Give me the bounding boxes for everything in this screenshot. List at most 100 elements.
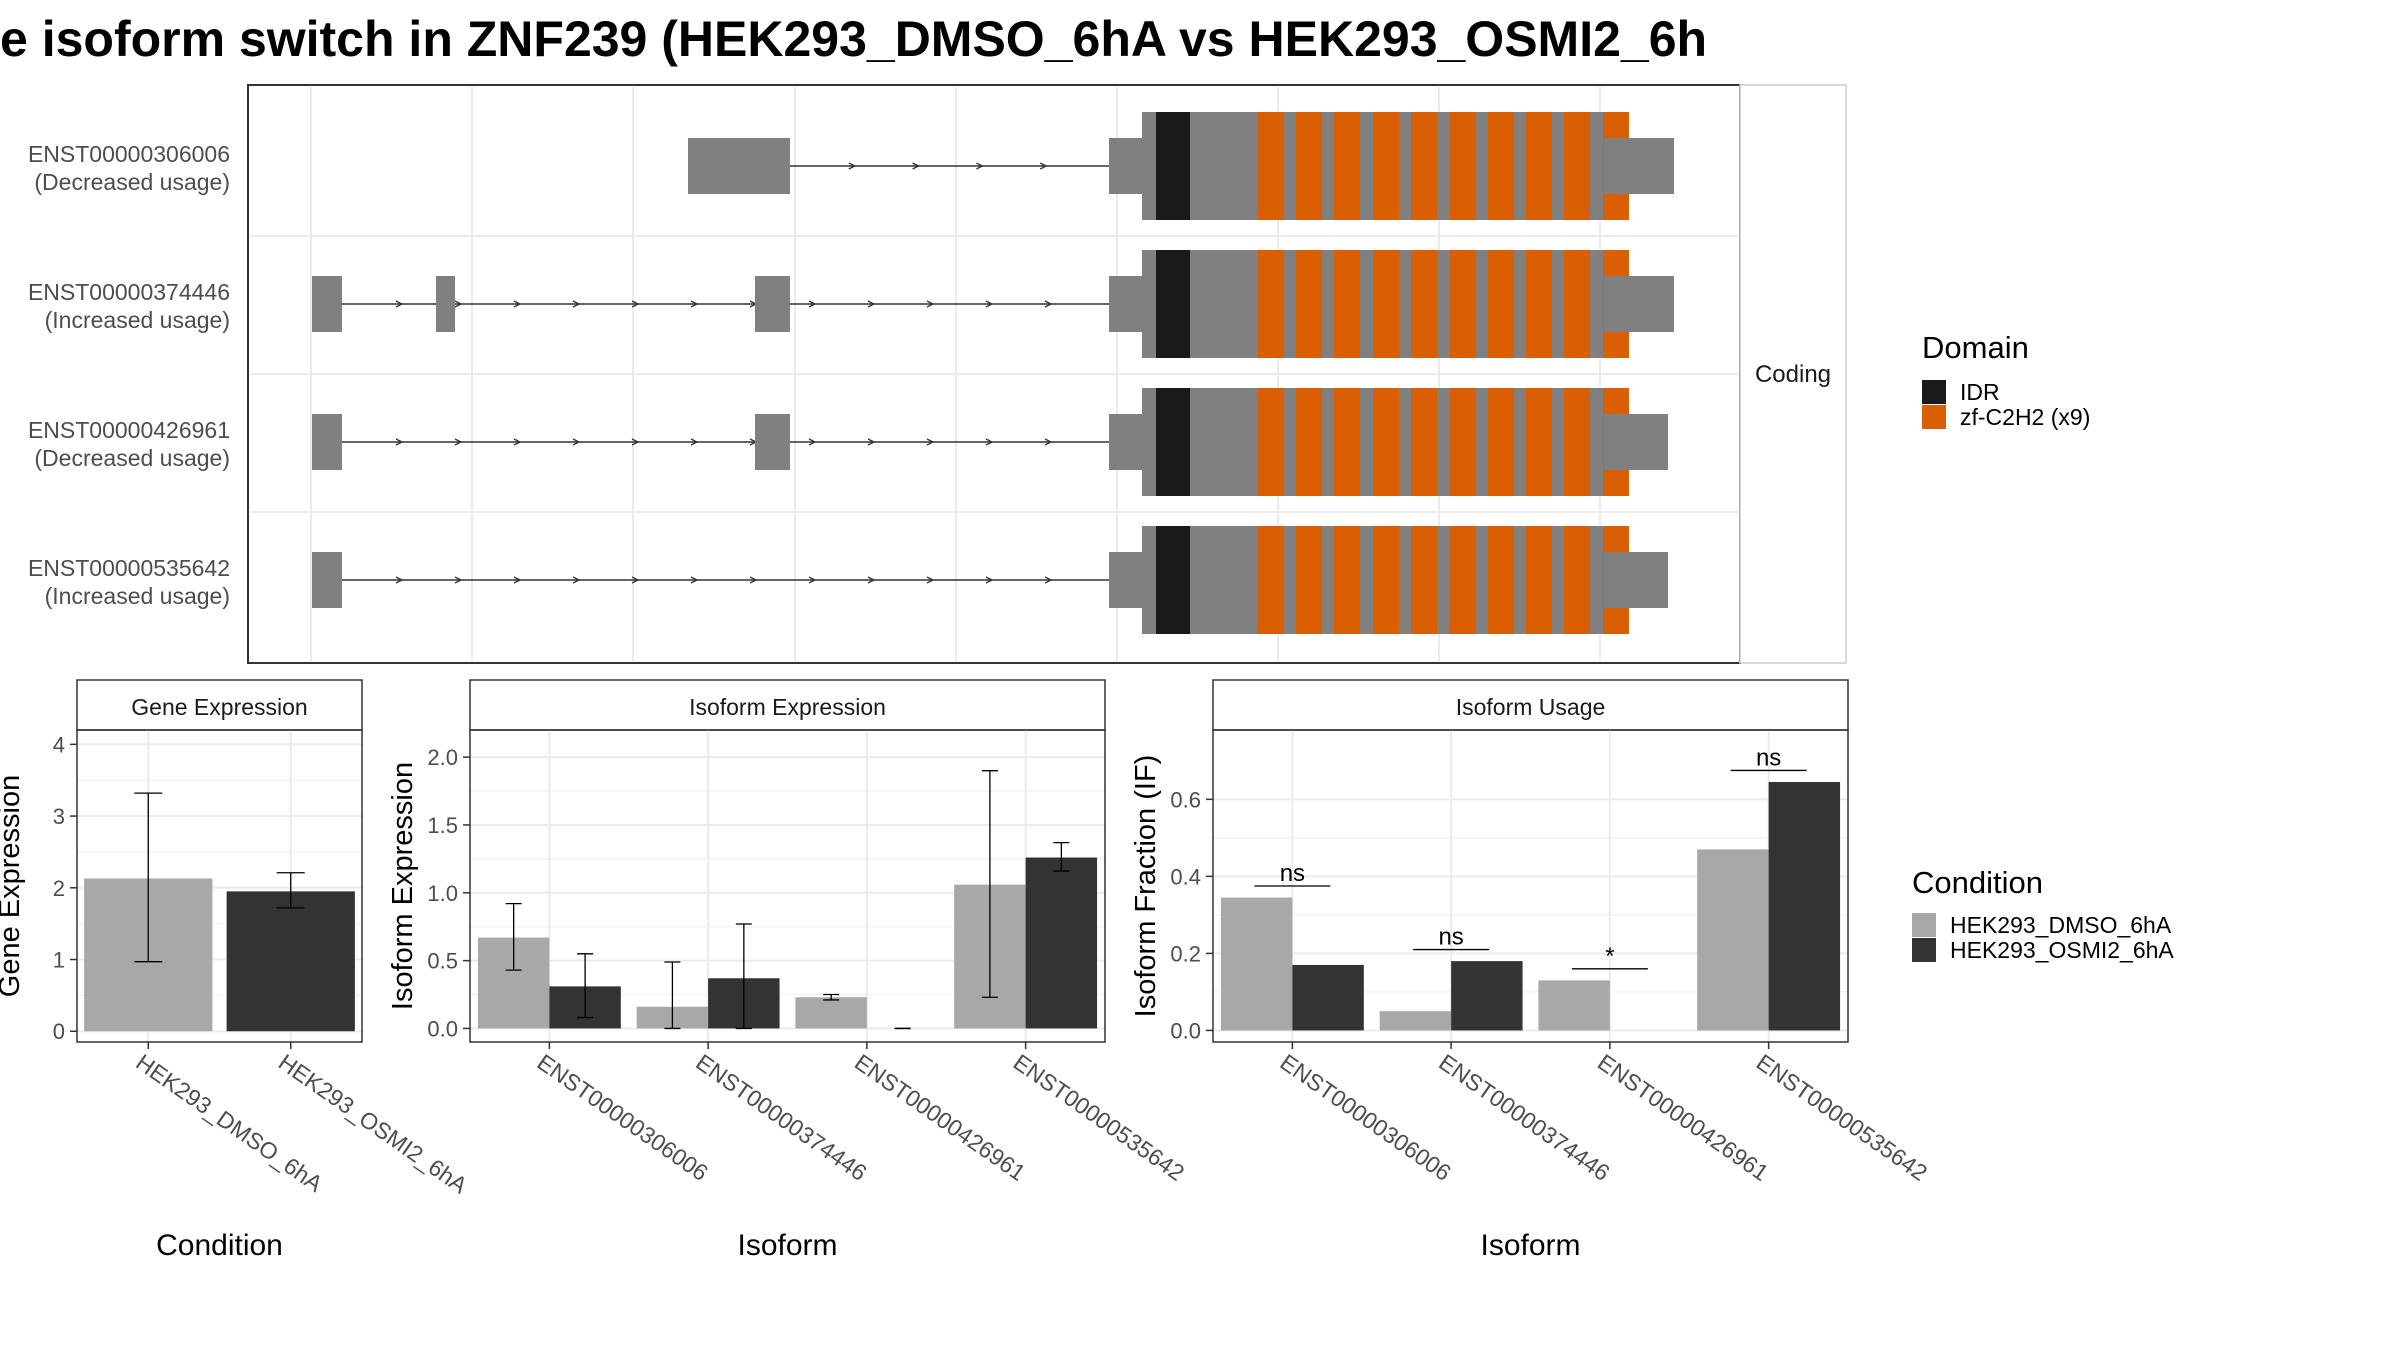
y-tick-label: 3 [53,804,65,829]
domain-zf-c2h2 [1411,112,1437,220]
x-axis-title: Isoform [1480,1229,1580,1262]
legend-label-idr: IDR [1960,379,2000,405]
domain-zf-c2h2 [1334,250,1360,358]
bar [1538,980,1610,1031]
x-tick-label: ENST00000374446 [691,1049,871,1186]
legend-swatch-dmso [1912,913,1936,937]
direction-arrow [690,300,699,308]
transcript-usage-note: (Decreased usage) [34,445,230,471]
x-tick-label: ENST00000306006 [533,1049,713,1186]
direction-arrow [572,300,581,308]
y-tick-label: 0.2 [1170,941,1201,966]
direction-arrow [572,576,581,584]
domain-zf-c2h2 [1296,526,1322,634]
domain-zf-c2h2 [1373,112,1399,220]
x-axis-title: Isoform [737,1229,837,1262]
direction-arrow [867,300,876,308]
x-tick-label: ENST00000306006 [1276,1049,1456,1186]
domain-zf-c2h2 [1526,388,1552,496]
bar [1220,897,1293,1031]
domain-legend-title: Domain [1922,330,2029,365]
exon-utr [1109,138,1142,194]
exon-utr [1109,276,1142,332]
domain-zf-c2h2 [1564,526,1590,634]
transcript-usage-note: (Increased usage) [45,307,230,333]
domain-zf-c2h2 [1258,250,1284,358]
domain-zf-c2h2 [1450,250,1476,358]
legend-swatch-idr [1922,380,1946,404]
transcript-structure-panel [250,87,1738,661]
direction-arrow [808,300,817,308]
x-tick-label: ENST00000426961 [850,1049,1030,1186]
direction-arrow [513,438,522,446]
domain-zf-c2h2 [1488,388,1514,496]
y-tick-label: 2 [53,876,65,901]
domain-zf-c2h2 [1258,526,1284,634]
exon-small [436,276,455,332]
direction-arrow [1044,576,1053,584]
direction-arrow [926,576,935,584]
exon-small [312,552,342,608]
direction-arrow [690,576,699,584]
structure-facet-strip [1739,84,1847,664]
legend-label-dmso: HEK293_DMSO_6hA [1950,912,2172,938]
direction-arrow [848,162,857,170]
domain-idr [1156,388,1190,496]
panel-title: Isoform Expression [689,694,886,720]
domain-idr [1156,112,1190,220]
legend-swatch-zf [1922,405,1946,429]
domain-zf-c2h2 [1564,250,1590,358]
bar [1768,782,1841,1031]
transcript-label: ENST00000374446 [28,279,230,305]
direction-arrow [631,576,640,584]
facet-strip [76,679,363,731]
domain-zf-c2h2 [1526,526,1552,634]
y-axis-title: Isoform Expression [387,762,419,1010]
y-axis-title: Gene Expression [0,775,26,997]
direction-arrow [395,438,404,446]
direction-arrow [976,162,984,170]
significance-label: * [1605,943,1614,970]
domain-zf-c2h2 [1450,388,1476,496]
y-tick-label: 0.6 [1170,787,1201,812]
isoform-usage-panel: Isoform Usage ns ns * ns 0.0 0.2 0.4 0.6 ENST0000… [1130,679,1932,1262]
y-tick-label: 4 [53,732,65,757]
domain-zf-c2h2 [1450,112,1476,220]
exon-small [755,276,790,332]
direction-arrow [690,438,699,446]
structure-facet-label: Coding [1755,361,1831,388]
direction-arrow [572,438,581,446]
exon-small [312,414,342,470]
facet-strip [469,679,1106,731]
exon-small [755,414,790,470]
panel-border [1212,729,1849,1043]
transcript-label: ENST00000426961 [28,417,230,443]
domain-zf-c2h2 [1334,526,1360,634]
direction-arrow [395,576,404,584]
direction-arrow [513,576,522,584]
domain-zf-c2h2 [1373,388,1399,496]
x-tick-label: ENST00000426961 [1593,1049,1773,1186]
domain-legend: Domain IDR zf-C2H2 (x9) [1922,330,2090,430]
domain-idr [1156,526,1190,634]
bar [1451,961,1523,1031]
y-tick-label: 0 [53,1019,65,1044]
domain-zf-c2h2 [1411,526,1437,634]
direction-arrow [912,162,921,170]
significance-label: ns [1280,860,1305,887]
direction-arrow [1044,300,1053,308]
exon-utr [1109,552,1142,608]
domain-zf-c2h2 [1526,250,1552,358]
significance-label: ns [1756,744,1781,771]
y-tick-label: 0.5 [427,949,458,974]
direction-arrow [808,576,817,584]
domain-zf-c2h2 [1296,112,1322,220]
transcript-labels: ENST00000306006 (Decreased usage) ENST00… [28,141,230,609]
legend-swatch-osmi [1912,938,1936,962]
transcript-usage-note: (Increased usage) [45,583,230,609]
y-axis-title: Isoform Fraction (IF) [1130,755,1162,1018]
exon-utr [1604,552,1668,608]
y-tick-label: 2.0 [427,745,458,770]
direction-arrow [749,576,758,584]
